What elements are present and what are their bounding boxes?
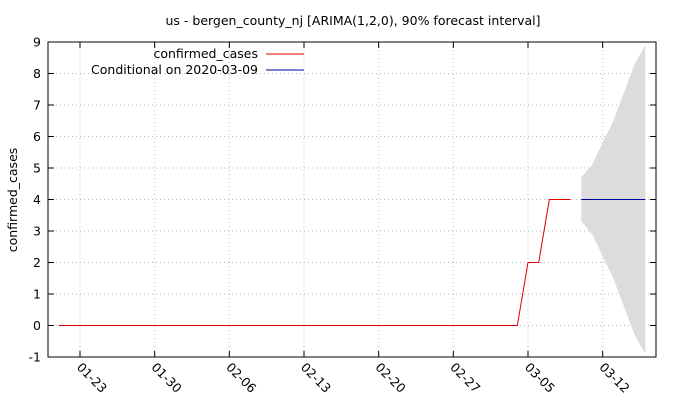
y-tick-label: 9 <box>33 35 41 50</box>
y-tick-label: 0 <box>33 318 41 333</box>
y-axis-label: confirmed_cases <box>5 148 20 253</box>
y-tick-label: 4 <box>33 192 41 207</box>
y-tick-label: 7 <box>33 98 41 113</box>
y-tick-label: 8 <box>33 66 41 81</box>
legend-label: Conditional on 2020-03-09 <box>91 62 258 77</box>
x-tick-label: 02-13 <box>298 360 334 396</box>
x-tick-label: 02-27 <box>447 360 483 396</box>
legend-label: confirmed_cases <box>153 46 258 61</box>
chart-title: us - bergen_county_nj [ARIMA(1,2,0), 90%… <box>166 13 541 28</box>
x-tick-label: 02-06 <box>223 360 259 396</box>
y-tick-label: -1 <box>29 350 41 365</box>
grid <box>48 42 656 357</box>
y-tick-label: 3 <box>33 224 41 239</box>
y-tick-label: 2 <box>33 255 41 270</box>
x-tick-label: 01-23 <box>74 360 110 396</box>
y-tick-label: 6 <box>33 129 41 144</box>
y-axis-ticks: -1 0 1 2 3 4 5 6 7 8 9 <box>29 35 656 365</box>
y-tick-label: 5 <box>33 161 41 176</box>
x-tick-label: 03-05 <box>522 360 558 396</box>
x-tick-label: 02-20 <box>373 360 409 396</box>
y-tick-label: 1 <box>33 287 41 302</box>
x-tick-label: 01-30 <box>149 360 185 396</box>
x-tick-label: 03-12 <box>597 360 633 396</box>
series-lines <box>58 199 646 326</box>
x-axis-ticks: 01-23 01-30 02-06 02-13 02-20 02-27 03-05 03-12 <box>74 42 633 396</box>
series-line-confirmed-cases <box>58 199 571 326</box>
